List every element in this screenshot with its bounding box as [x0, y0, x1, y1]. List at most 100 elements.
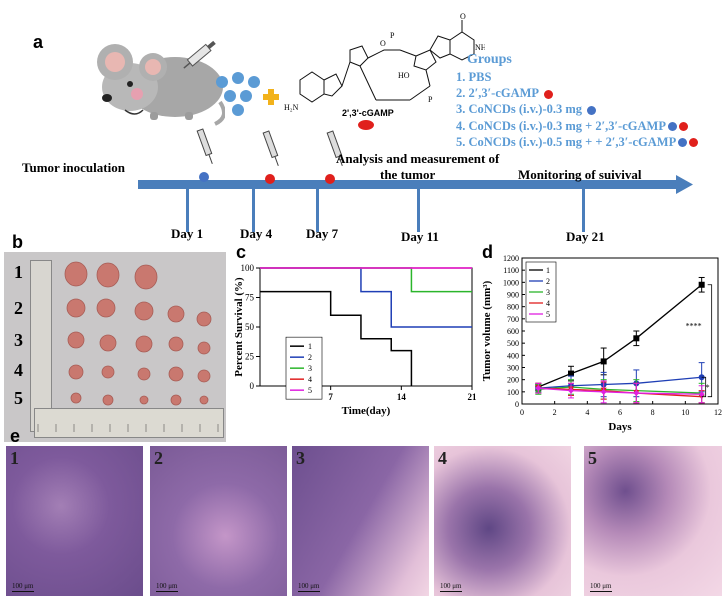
scale-bar-4 [440, 591, 462, 592]
significance-label: **** [686, 322, 702, 331]
scale-bar-5 [590, 591, 612, 592]
scale-text-1: 100 μm [12, 582, 34, 590]
data-point-5 [600, 388, 607, 395]
svg-text:P: P [428, 95, 433, 104]
data-point-5 [698, 391, 705, 398]
histology-image-1: 1 100 μm [6, 446, 143, 596]
cgamp-dot [689, 138, 699, 148]
data-point-1 [600, 358, 607, 365]
group-item-1: 1. PBS [456, 70, 492, 84]
timeline [138, 128, 693, 232]
y-tick-label: 800 [507, 303, 519, 312]
y-tick-label: 0 [250, 381, 255, 391]
x-tick-label: 21 [468, 392, 478, 402]
x-tick-label: 0 [520, 408, 524, 417]
svg-text:O: O [460, 12, 466, 21]
group-item-4: 4. CoNCDs (i.v.)-0.3 mg + 2′,3′-cGAMP [456, 118, 698, 134]
mouse-illustration [97, 44, 225, 126]
day-label-11: Day 11 [401, 229, 439, 244]
data-point-5 [633, 390, 640, 397]
data-point-1 [698, 281, 705, 288]
nanoparticle-icon [216, 72, 260, 116]
y-tick-label: 400 [507, 351, 519, 360]
significance-bracket [707, 284, 713, 398]
y-tick-label: 700 [507, 315, 519, 324]
histology-label-1: 1 [10, 448, 19, 468]
day-label-4: Day 4 [240, 226, 273, 241]
syringe-icon [183, 40, 216, 69]
histology-image-4: 4 100 μm [434, 446, 571, 596]
x-axis-label: Days [608, 421, 632, 433]
groups-title: Groups [467, 52, 512, 67]
x-tick-label: 6 [618, 408, 622, 417]
x-tick-label: 7 [328, 392, 333, 402]
scale-text-4: 100 μm [440, 582, 462, 590]
data-point-5 [535, 385, 542, 392]
scale-text-3: 100 μm [298, 582, 320, 590]
scale-text-2: 100 μm [156, 582, 178, 590]
cgamp-dot [543, 89, 553, 99]
survival-line-1 [260, 290, 413, 386]
x-tick-label: 8 [651, 408, 655, 417]
monitoring-label: Monitoring of suivival [518, 167, 642, 182]
svg-text:NH₂: NH₂ [475, 43, 485, 52]
y-tick-label: 200 [507, 376, 519, 385]
legend-label-2: 2 [546, 277, 550, 286]
cgamp-molecule-icon: O P P O H₂N NH₂ HO [284, 12, 485, 112]
groups-list: 1. PBS 2. 2′,3′-cGAMP 3. CoNCDs (i.v.)-0… [456, 69, 699, 150]
panel-c-letter: c [236, 242, 247, 262]
group-item-2: 2. 2′,3′-cGAMP [456, 85, 698, 101]
y-tick-label: 100 [241, 263, 255, 273]
significance-bracket-small [701, 376, 707, 398]
data-point-5 [568, 387, 574, 394]
legend-label-5: 5 [308, 386, 312, 395]
analysis-label-2: the tumor [380, 167, 436, 182]
survival-line-2 [260, 267, 472, 328]
tumor-samples [37, 261, 219, 432]
analysis-label: Analysis and measurement of [336, 151, 500, 166]
group-item-3: 3. CoNCDs (i.v.)-0.3 mg [456, 101, 698, 117]
tumor-inoculation-label: Tumor inoculation [22, 160, 125, 175]
survival-line-3 [260, 267, 472, 293]
molecule-label: 2',3'-cGAMP [342, 108, 394, 118]
scale-bar-1 [12, 591, 34, 592]
scale-text-5: 100 μm [590, 582, 612, 590]
volume-line-1 [538, 284, 703, 388]
svg-text:O: O [380, 39, 386, 48]
legend-label-1: 1 [546, 266, 550, 275]
histology-image-5: 5 100 μm [584, 446, 722, 596]
y-tick-label: 1100 [503, 266, 519, 275]
y-tick-label: 25 [245, 352, 255, 362]
svg-text:H₂N: H₂N [284, 103, 299, 112]
cgamp-dot [358, 120, 374, 130]
tumor-row-label-4: 4 [14, 360, 23, 380]
histology-label-5: 5 [588, 448, 597, 468]
tumor-row-label-3: 3 [14, 330, 23, 350]
histology-label-2: 2 [154, 448, 163, 468]
tumor-row-label-1: 1 [14, 262, 23, 282]
y-tick-label: 900 [507, 291, 519, 300]
tumor-photo: 1 2 3 4 5 [4, 252, 226, 442]
y-tick-label: 75 [245, 293, 255, 303]
concd-dot [678, 138, 688, 148]
significance-label-small: * [706, 383, 710, 392]
x-tick-label: 2 [553, 408, 557, 417]
tumor-volume-chart: 0100200300400500600700800900100011001200… [481, 254, 722, 433]
svg-text:P: P [390, 31, 395, 40]
day-label-7: Day 7 [306, 226, 339, 241]
scale-bar-3 [298, 591, 320, 592]
data-point-1 [568, 370, 574, 377]
data-point-1 [633, 335, 640, 342]
tumor-row-label-5: 5 [14, 388, 23, 408]
x-tick-label: 14 [397, 392, 407, 402]
svg-text:HO: HO [398, 71, 410, 80]
legend-label-3: 3 [308, 364, 312, 373]
legend-label-4: 4 [546, 299, 550, 308]
legend-label-5: 5 [546, 310, 550, 319]
histology-image-2: 2 100 μm [150, 446, 287, 596]
scale-bar-2 [156, 591, 178, 592]
panel-b-letter: b [12, 232, 23, 252]
y-tick-label: 50 [245, 322, 255, 332]
x-tick-label: 10 [681, 408, 689, 417]
panel-a-letter: a [33, 32, 44, 52]
